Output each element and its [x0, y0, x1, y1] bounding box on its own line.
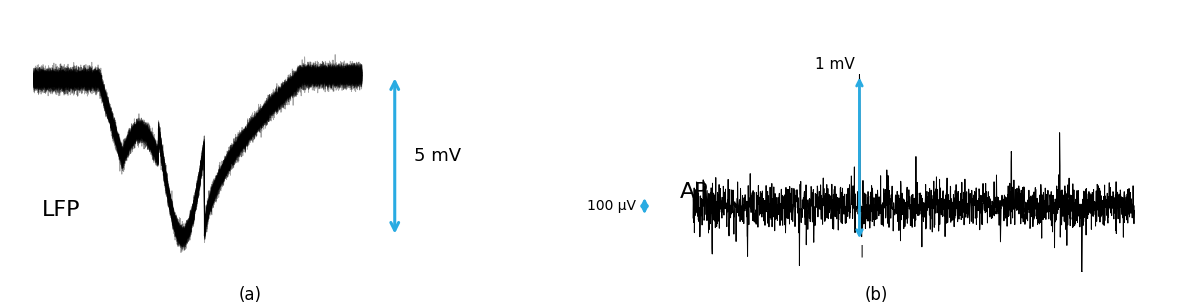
Text: 5 mV: 5 mV: [415, 147, 461, 165]
Text: 100 μV: 100 μV: [586, 199, 635, 213]
Text: 1 mV: 1 mV: [815, 57, 855, 72]
Text: (b): (b): [864, 286, 888, 302]
Text: |: |: [859, 244, 864, 257]
Text: (a): (a): [238, 286, 262, 302]
Text: AP: AP: [679, 182, 709, 202]
Text: LFP: LFP: [42, 200, 80, 220]
